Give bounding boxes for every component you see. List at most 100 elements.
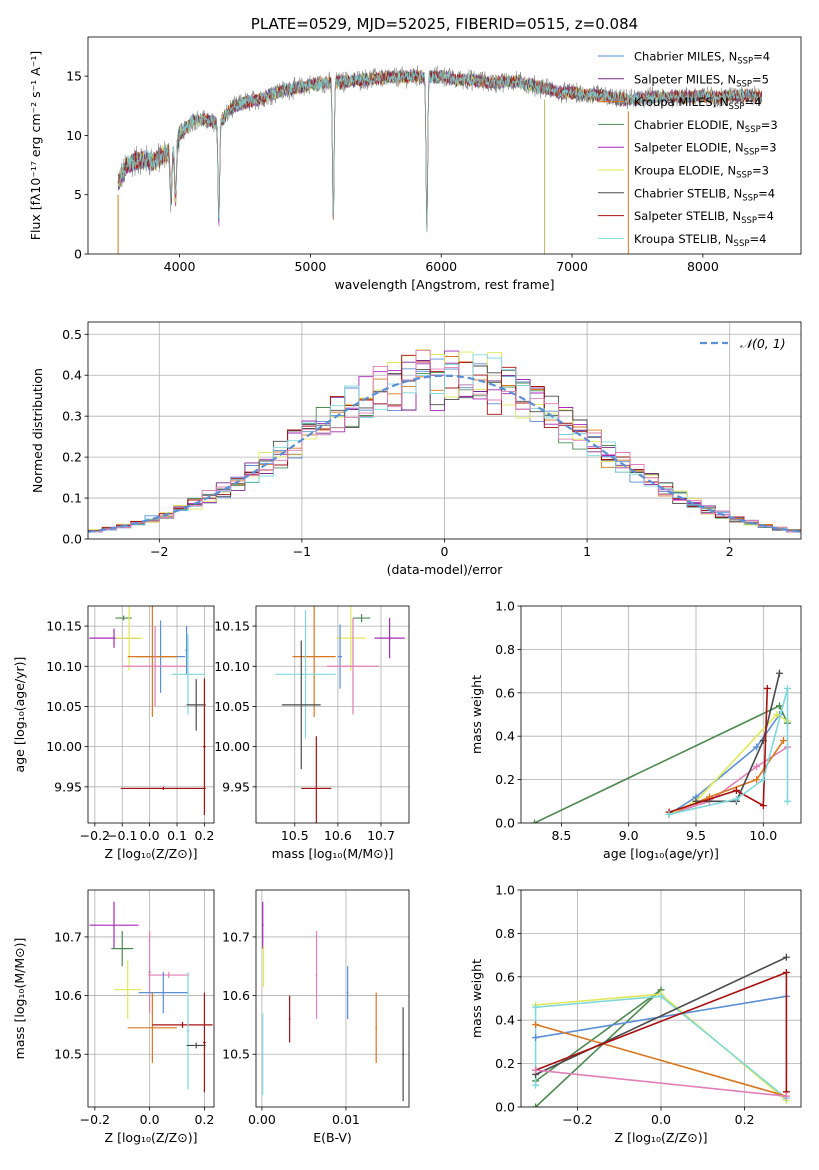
y-tick-label: 10.00 [214, 739, 250, 754]
y-tick-label: 10.5 [222, 1047, 250, 1062]
x-tick-label: 0.2 [194, 1112, 214, 1127]
panel-mass-vs-z: −0.2 0.0 0.2 10.5 10.6 10.7 Z [log₁₀(Z/Z⊙)] mas… [12, 889, 215, 1145]
legend-label-text: Kroupa MILES, N [634, 95, 729, 109]
y-tick-label: 0.5 [62, 327, 82, 342]
x-axis-label: (data-model)/error [387, 562, 504, 577]
series-marker [782, 968, 790, 976]
legend-label-sub: SSP [736, 171, 752, 181]
x-tick-label: 9.5 [686, 828, 706, 843]
panel-spectrum: 4000 5000 6000 7000 8000 0 5 10 15 PLATE=0529, MJ… [28, 15, 802, 292]
y-tick-label: 1.0 [495, 883, 515, 898]
plot-area [88, 322, 801, 539]
x-tick-label: 10.7 [367, 828, 395, 843]
x-tick-label: −0.1 [107, 828, 137, 843]
panel-residuals: −2 −1 0 1 2 0.0 0.1 0.2 0.3 0.4 0.5 (data-model)/er… [30, 321, 802, 577]
axes-frame [255, 889, 410, 1108]
x-tick-label: 9.0 [619, 828, 639, 843]
legend-label-text: Chabrier STELIB, N [634, 186, 742, 200]
series-line [535, 1023, 787, 1097]
series-line [668, 688, 769, 813]
y-axis-label: mass [log₁₀(M/M⊙)] [12, 938, 27, 1060]
x-tick-label: 0.01 [332, 1112, 360, 1127]
x-tick-label: 8000 [687, 259, 719, 274]
x-tick-label: 0.0 [140, 1112, 160, 1127]
y-tick-label: 10.7 [222, 929, 250, 944]
y-tick-label: 0.2 [495, 772, 515, 787]
legend-label-suffix: =4 [758, 186, 775, 200]
series-marker [759, 802, 767, 810]
chart-title: PLATE=0529, MJD=52025, FIBERID=0515, z=0… [251, 15, 638, 33]
series-line [535, 995, 787, 1039]
x-axis-label: Z [log₁₀(Z/Z⊙)] [105, 1130, 198, 1145]
errorbar-point [122, 626, 188, 707]
y-tick-label: 10.00 [46, 739, 82, 754]
x-tick-label: 0.0 [140, 828, 160, 843]
plot-area [256, 890, 409, 1107]
x-tick-label: 2 [726, 544, 734, 559]
panel-age-vs-z: −0.2−0.1 0.0 0.1 0.2 9.95 10.00 10.05 10.10 10.1… [12, 605, 215, 861]
plot-area [256, 606, 409, 823]
series-marker [784, 684, 792, 692]
errorbar-point [327, 618, 379, 715]
legend-label-sub: SSP [729, 102, 745, 112]
histogram-step [88, 349, 801, 534]
errorbar-point [186, 1042, 206, 1049]
series-marker [665, 810, 673, 818]
legend-label: Chabrier MILES, NSSP=4 [634, 50, 770, 67]
legend-label: Salpeter ELODIE, NSSP=3 [634, 141, 777, 158]
x-tick-label: 1 [583, 544, 591, 559]
x-tick-label: 0.0 [651, 1112, 671, 1127]
x-axis-label: age [log₁₀(age/yr)] [603, 846, 719, 861]
errorbar-point [288, 995, 291, 1043]
y-tick-label: 9.95 [222, 779, 250, 794]
x-tick-label: 0 [441, 544, 449, 559]
x-tick-label: 10.0 [749, 828, 777, 843]
series-marker [780, 737, 787, 745]
y-tick-label: 0.4 [495, 729, 515, 744]
errorbar-point [120, 786, 206, 791]
legend-label: 𝒩(0, 1) [740, 336, 786, 351]
legend-label-text: Salpeter ELODIE, N [634, 141, 744, 155]
panel-weight-vs-age: 8.5 9.0 9.5 10.0 0.0 0.2 0.4 0.6 0.8 1.0 age [log₁… [469, 599, 802, 861]
y-tick-label: 15 [66, 69, 82, 84]
legend-label: Chabrier ELODIE, NSSP=3 [634, 118, 778, 135]
series-marker [759, 776, 767, 784]
series-marker [732, 795, 740, 803]
y-axis-label: mass weight [469, 675, 484, 754]
x-axis-label: mass [log₁₀(M/M⊙)] [272, 846, 394, 861]
plot-area [117, 65, 763, 254]
errorbar-point [127, 606, 178, 717]
axes-frame [520, 605, 802, 824]
y-tick-label: 10.05 [214, 699, 250, 714]
legend-label-sub: SSP [745, 125, 761, 135]
x-tick-label: 7000 [556, 259, 588, 274]
errorbar-point [203, 992, 206, 1093]
y-tick-label: 10 [66, 128, 82, 143]
errorbar-point [111, 931, 134, 967]
legend-label-suffix: =4 [744, 95, 761, 109]
series-marker [753, 743, 761, 751]
x-tick-label: −1 [293, 544, 311, 559]
series-line [534, 704, 789, 823]
legend-label-suffix: =4 [757, 209, 774, 223]
series-marker [532, 1081, 540, 1089]
y-tick-label: 0.8 [495, 926, 515, 941]
y-tick-label: 10.15 [214, 619, 250, 634]
legend-label-suffix: =4 [749, 232, 766, 246]
axes-frame [87, 889, 215, 1108]
errorbar-point [114, 960, 142, 1020]
errorbar-point [261, 1013, 264, 1096]
panel-age-vs-mass: 10.5 10.6 10.7 9.95 10.00 10.05 10.10 10.15 mass… [214, 605, 410, 861]
series-marker [532, 1034, 540, 1042]
errorbar-point [402, 1007, 404, 1102]
series-marker [784, 797, 792, 805]
legend-label-sub: SSP [737, 57, 753, 67]
errorbar-point [186, 972, 190, 1090]
series-marker [782, 953, 790, 961]
errorbar-point [346, 966, 349, 1020]
x-tick-label: 8.5 [551, 828, 571, 843]
y-tick-label: 0.0 [495, 816, 515, 831]
errorbar-point [275, 610, 336, 739]
y-tick-label: 0.3 [62, 409, 82, 424]
